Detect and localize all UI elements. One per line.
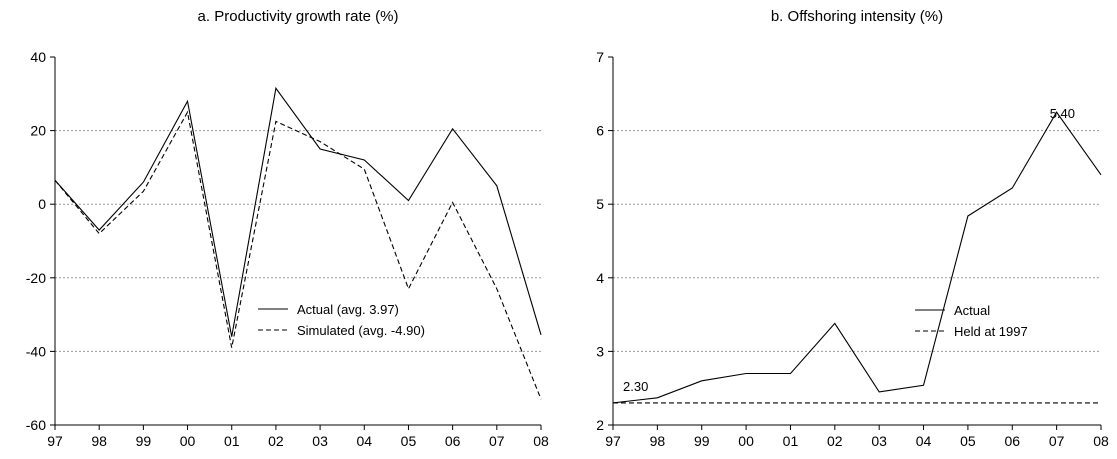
series-line-solid xyxy=(612,111,1102,404)
x-tick-label: 97 xyxy=(47,433,63,449)
y-tick-label: 5 xyxy=(596,196,604,212)
x-tick-label: 03 xyxy=(312,433,328,449)
annotation-label: 5.40 xyxy=(1050,106,1075,121)
x-tick-label: 98 xyxy=(650,433,666,449)
x-tick-label: 08 xyxy=(1093,433,1109,449)
legend: Actual Held at 1997 xyxy=(915,303,1028,339)
legend-label: Actual (avg. 3.97) xyxy=(297,302,399,317)
y-tick-label: 40 xyxy=(30,49,46,65)
y-tick-label: -40 xyxy=(26,343,46,359)
x-tick-label: 99 xyxy=(136,433,152,449)
x-tick-label: 02 xyxy=(268,433,284,449)
x-tick-label: 06 xyxy=(1004,433,1020,449)
y-tick-label: 20 xyxy=(30,123,46,139)
x-tick-label: 07 xyxy=(489,433,505,449)
panel-a: a. Productivity growth rate (%) 40 20 0 -20 -… xyxy=(26,8,549,449)
legend-label: Held at 1997 xyxy=(954,324,1028,339)
x-tick-label: 03 xyxy=(871,433,887,449)
y-tick-label: 4 xyxy=(596,270,604,286)
x-tick-label: 00 xyxy=(738,433,754,449)
x-tick-label: 99 xyxy=(694,433,710,449)
x-tick-label: 04 xyxy=(916,433,932,449)
x-tick-label: 05 xyxy=(960,433,976,449)
y-tick-label: 2 xyxy=(596,417,604,433)
x-tick-label: 98 xyxy=(91,433,107,449)
x-tick-label: 04 xyxy=(356,433,372,449)
y-tick-label: 3 xyxy=(596,343,604,359)
legend-label: Actual xyxy=(954,303,990,318)
y-tick-label: -20 xyxy=(26,270,46,286)
series-line-dashed xyxy=(54,110,542,400)
x-tick-label: 06 xyxy=(445,433,461,449)
panel-b: b. Offshoring intensity (%) 7 6 5 4 3 297 98 99 0… xyxy=(596,8,1109,449)
y-tick-label: 7 xyxy=(596,49,604,65)
legend: Actual (avg. 3.97) Simulated (avg. -4.90) xyxy=(258,302,425,338)
x-tick-label: 97 xyxy=(605,433,621,449)
panel-title: a. Productivity growth rate (%) xyxy=(198,8,399,25)
x-tick-label: 05 xyxy=(401,433,417,449)
y-tick-label: 6 xyxy=(596,123,604,139)
annotation-label: 2.30 xyxy=(623,379,648,394)
y-tick-label: 0 xyxy=(38,196,46,212)
series-line-solid xyxy=(54,86,542,337)
x-tick-label: 08 xyxy=(533,433,549,449)
x-tick-label: 07 xyxy=(1049,433,1065,449)
y-tick-label: -60 xyxy=(26,417,46,433)
x-tick-label: 00 xyxy=(180,433,196,449)
x-tick-label: 01 xyxy=(224,433,240,449)
x-tick-label: 02 xyxy=(827,433,843,449)
x-tick-label: 01 xyxy=(783,433,799,449)
panel-title: b. Offshoring intensity (%) xyxy=(771,8,943,25)
legend-label: Simulated (avg. -4.90) xyxy=(297,323,425,338)
